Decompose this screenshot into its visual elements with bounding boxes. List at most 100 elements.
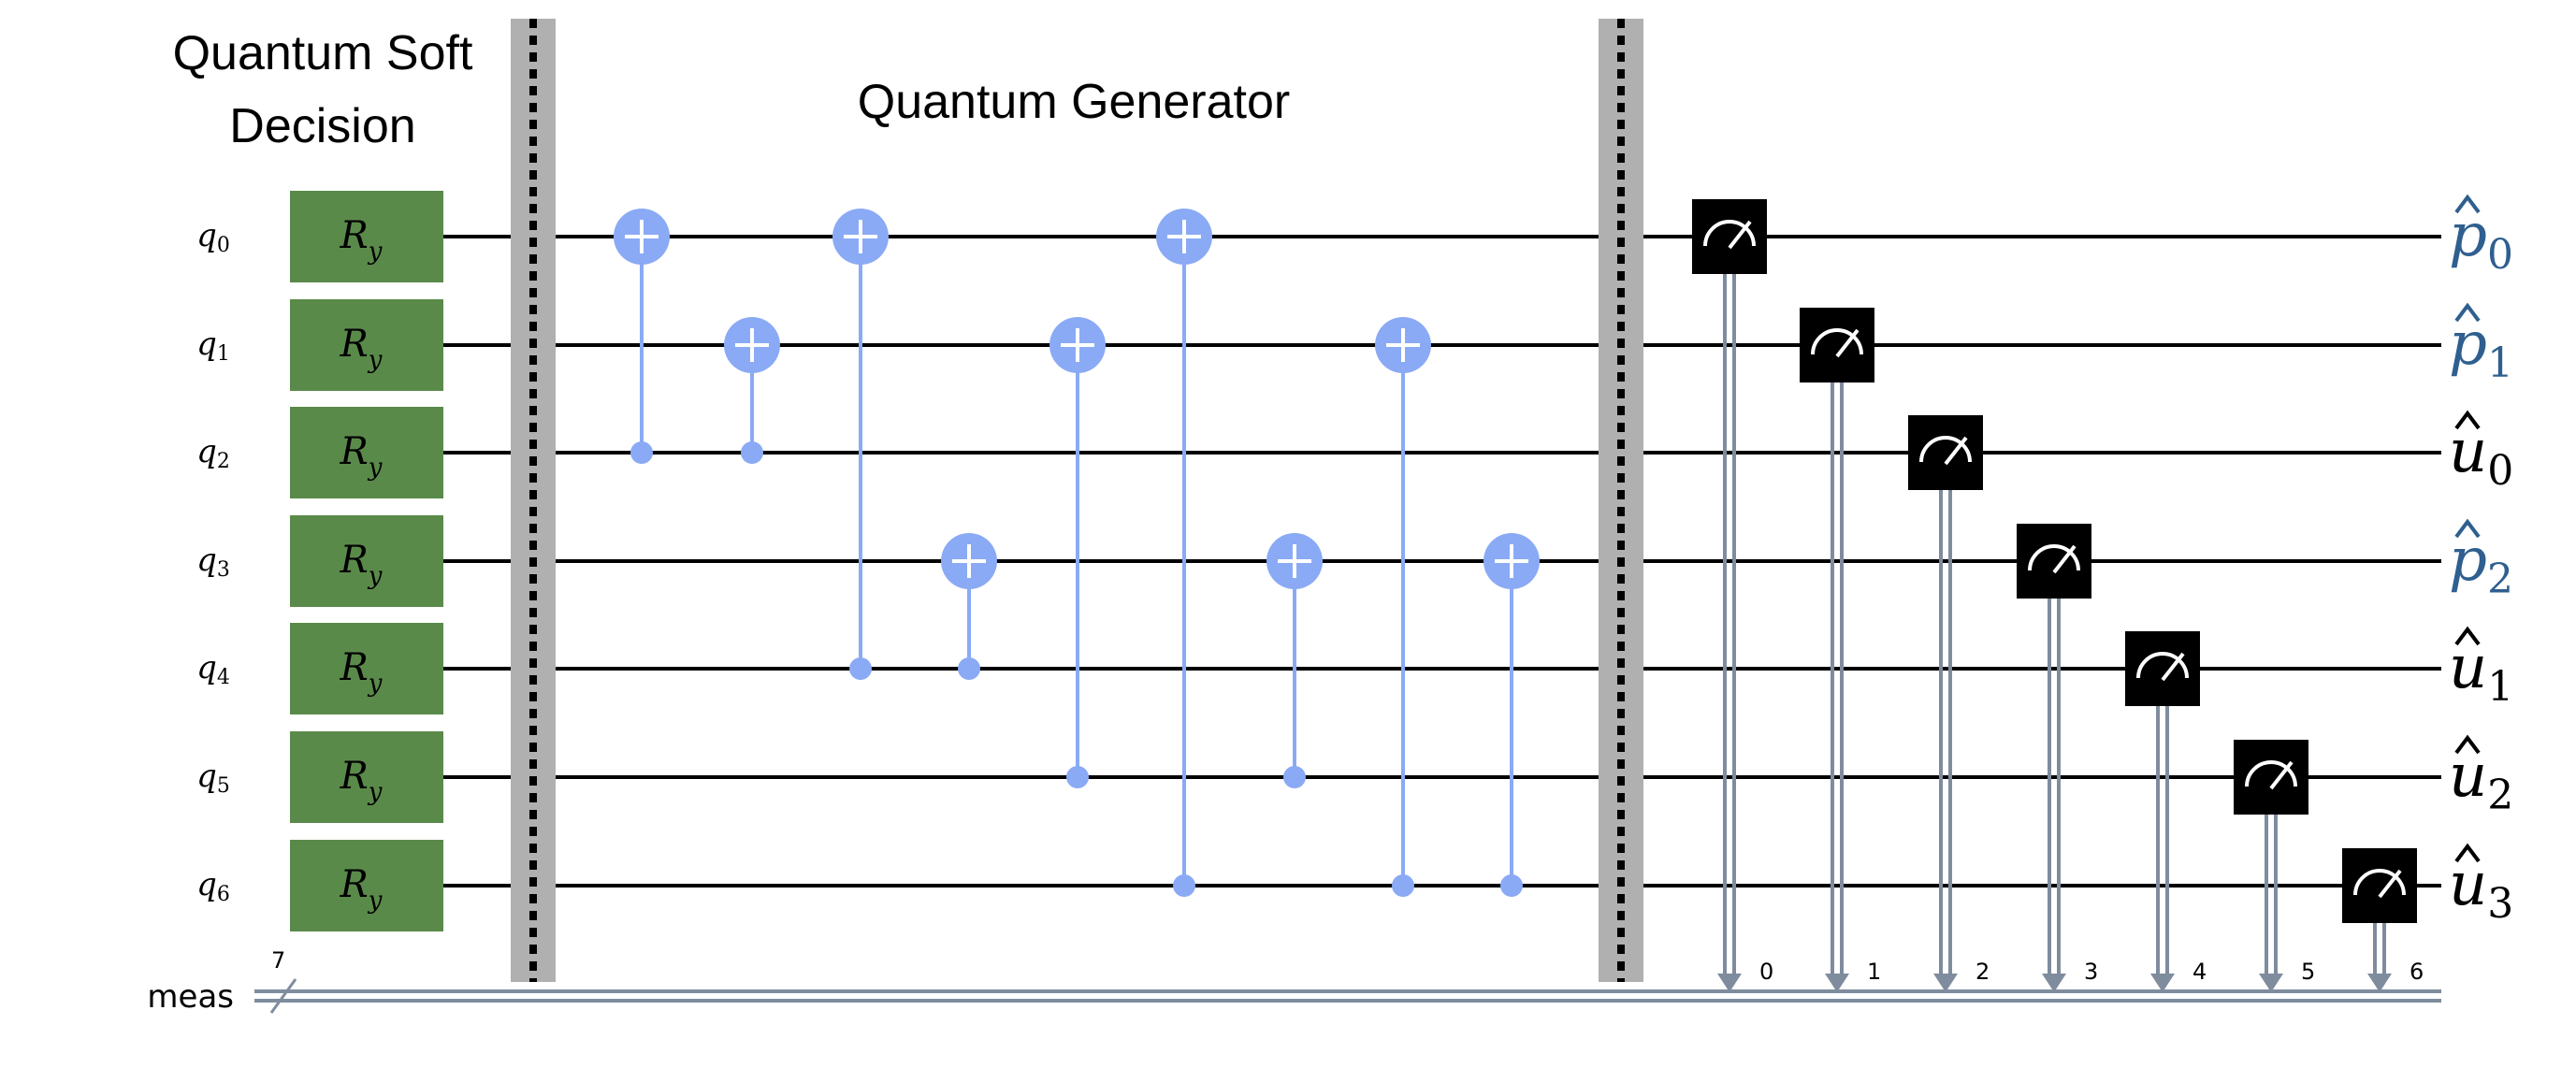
ry-gate-subscript: y [368,346,383,374]
cnot-gate-0 [614,209,670,464]
qubit-label-2: q2 [196,433,230,473]
meter-arc-icon [2136,652,2189,679]
measure-box [2017,524,2091,599]
measure-bit-index: 0 [1759,959,1773,985]
measure-gate-3: 3 [2017,524,2098,992]
ry-gate-subscript: y [368,887,383,915]
qubit-label-0: q0 [196,217,230,257]
output-symbol: u3 [2449,850,2513,928]
cnot-control-dot [1066,766,1089,788]
ry-gate-0: Ry [290,191,443,282]
output-subscript: 0 [2487,447,2513,495]
output-labels: p0 p1 u0 p2 u1 u2 u3 [2449,194,2513,928]
cnot-control-dot [1392,874,1414,897]
meter-needle-icon [2378,869,2402,899]
cnot-gate-7 [1375,317,1431,897]
measure-arrowhead [1717,974,1742,992]
cnot-gate-8 [1483,533,1540,897]
meter-needle-icon [2161,652,2185,682]
ry-gate-2: Ry [290,407,443,498]
measure-box [1692,199,1767,274]
cnot-gate-5 [1156,209,1212,897]
ry-gate-subscript: y [368,454,383,482]
qubit-label-index: 0 [217,234,230,257]
ry-gate-1: Ry [290,299,443,391]
output-label-0: p0 [2449,194,2513,279]
ry-gate-subscript: y [368,778,383,806]
cnot-control-dot [630,441,653,464]
meter-arc-icon [1703,220,1756,247]
qubit-label-index: 6 [217,883,230,906]
qubit-label-index: 4 [217,666,230,689]
ry-gate-5: Ry [290,731,443,823]
measurement-gates: 0 1 2 3 4 5 6 [1692,199,2424,992]
measure-gate-0: 0 [1692,199,1773,992]
output-label-4: u1 [2449,626,2513,711]
qubit-label-5: q5 [196,758,230,798]
hat-icon [2454,843,2481,863]
cnot-control-dot [741,441,763,464]
measure-arrowhead [1933,974,1958,992]
qubit-label-index: 5 [217,774,230,798]
cnot-gate-3 [941,533,997,680]
classical-bundle-slash [269,978,297,1014]
cnot-control-dot [1283,766,1306,788]
ry-gate-box [290,299,443,391]
meas-register-width: 7 [271,947,285,974]
output-subscript: 2 [2487,556,2513,603]
measure-gate-1: 1 [1800,308,1881,992]
qubit-labels: q0 q1 q2 q3 q4 q5 q6 [196,217,230,906]
barrier-0-band [511,19,556,982]
measure-bit-index: 4 [2192,959,2207,985]
cnot-gate-4 [1049,317,1106,788]
measure-gate-4: 4 [2125,631,2207,992]
output-symbol: u2 [2449,742,2513,819]
output-symbol: u0 [2449,417,2513,495]
soft-decision-title-line2: Decision [229,99,415,153]
measure-arrowhead [2259,974,2283,992]
output-subscript: 2 [2487,772,2513,819]
hat-icon [2454,734,2481,755]
measure-arrowhead [2042,974,2066,992]
output-symbol: p0 [2449,201,2513,279]
measure-bit-index: 2 [1975,959,1990,985]
output-subscript: 1 [2487,339,2513,387]
cnot-gate-1 [724,317,780,464]
barriers [511,19,1643,982]
measure-arrowhead [2367,974,2392,992]
meter-needle-icon [1944,436,1968,466]
output-label-1: p1 [2449,302,2513,387]
output-subscript: 1 [2487,663,2513,711]
measure-gate-6: 6 [2342,848,2424,992]
measure-box [1908,415,1983,490]
meter-needle-icon [2269,760,2294,790]
hat-icon [2454,410,2481,430]
output-label-3: p2 [2449,518,2513,603]
classical-register: meas 7 [147,947,2441,1016]
cnot-gates [614,209,1540,897]
meas-register-label: meas [147,978,234,1016]
qubit-label-index: 3 [217,558,230,582]
cnot-control-dot [1500,874,1523,897]
ry-gate-box [290,731,443,823]
measure-gate-2: 2 [1908,415,1990,992]
output-label-2: u0 [2449,410,2513,495]
barrier-1-band [1599,19,1643,982]
hat-icon [2454,194,2481,214]
output-symbol: p2 [2449,526,2513,603]
measure-bit-index: 5 [2301,959,2315,985]
measure-bit-index: 1 [1867,959,1881,985]
qubit-label-6: q6 [196,866,230,906]
meter-arc-icon [2353,869,2406,896]
ry-gate-label: Ry [340,323,383,374]
meter-arc-icon [1919,436,1972,463]
ry-gate-box [290,515,443,607]
measure-bit-index: 3 [2084,959,2098,985]
generator-title: Quantum Generator [858,75,1290,129]
ry-gate-subscript: y [368,670,383,698]
qubit-label-index: 1 [217,342,230,366]
output-symbol: u1 [2449,633,2513,711]
soft-decision-title-line1: Quantum Soft [173,26,473,80]
meter-needle-icon [1728,220,1752,250]
